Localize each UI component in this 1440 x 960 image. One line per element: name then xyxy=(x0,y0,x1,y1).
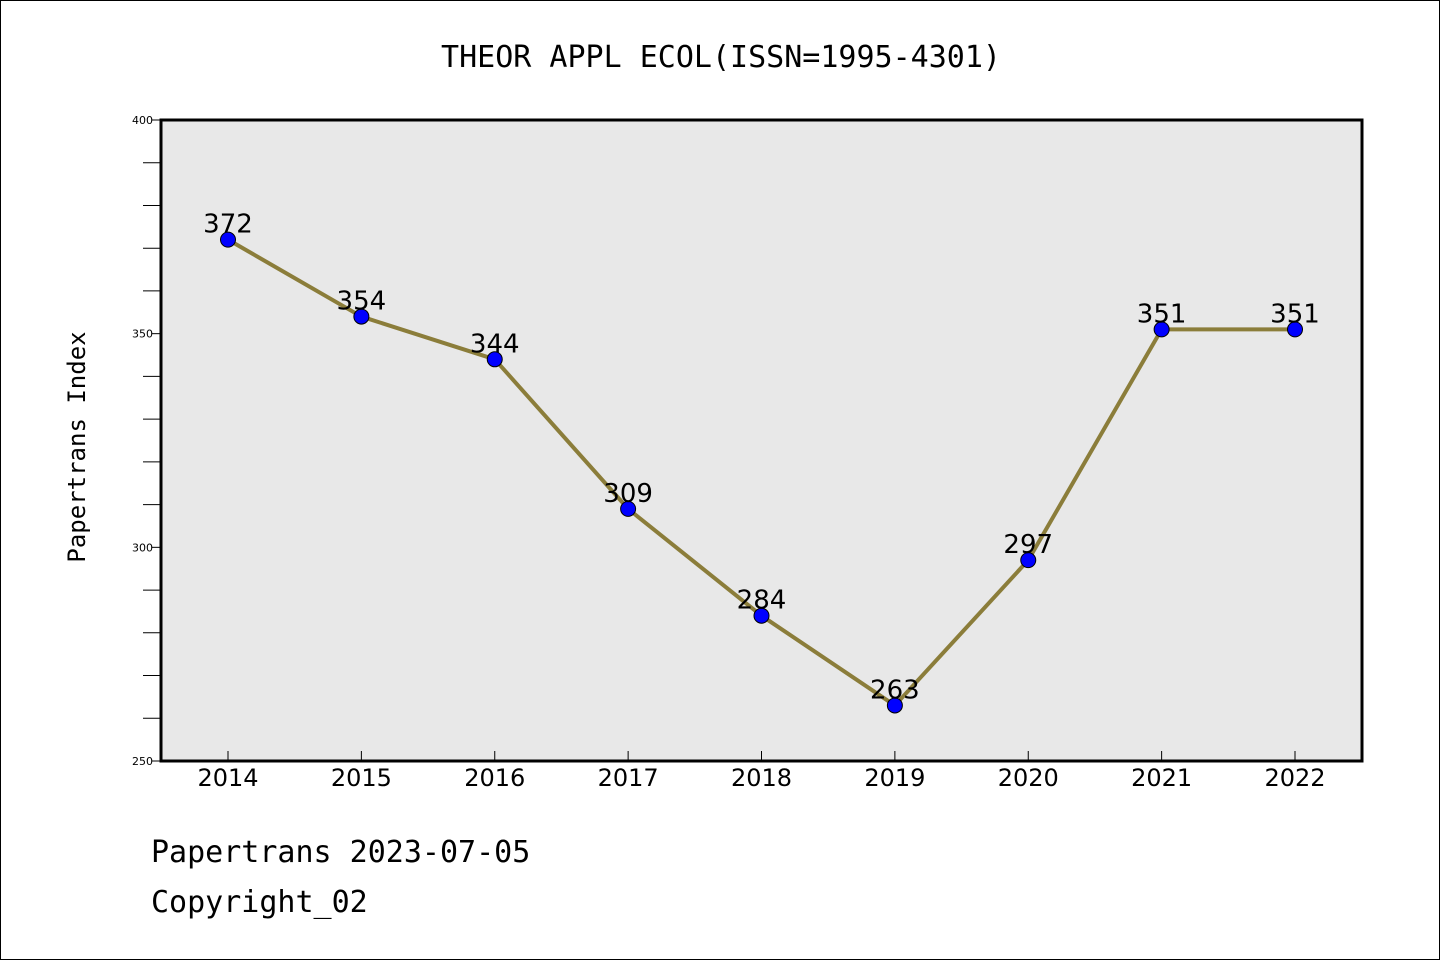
data-point xyxy=(886,697,903,714)
data-label: 354 xyxy=(337,287,387,317)
data-label: 344 xyxy=(470,329,520,359)
data-label: 297 xyxy=(1003,530,1053,560)
data-label: 351 xyxy=(1270,299,1320,329)
footer-date-line: Papertrans 2023-07-05 xyxy=(151,835,531,870)
data-point xyxy=(1153,321,1170,338)
data-point xyxy=(1020,552,1037,569)
x-tick-label: 2020 xyxy=(998,764,1059,792)
x-tick-label: 2016 xyxy=(464,764,525,792)
data-point xyxy=(620,500,637,517)
data-label: 284 xyxy=(737,586,787,616)
plot-area xyxy=(159,118,1364,763)
y-tick-label: 350 xyxy=(132,328,153,341)
x-tick-label: 2021 xyxy=(1131,764,1192,792)
footer-copyright-line: Copyright_02 xyxy=(151,885,368,920)
data-point xyxy=(486,351,503,368)
data-point xyxy=(353,308,370,325)
x-tick-label: 2015 xyxy=(331,764,392,792)
y-tick-label: 400 xyxy=(132,114,153,127)
data-label: 351 xyxy=(1137,299,1187,329)
y-tick-label: 300 xyxy=(132,541,153,554)
y-tick-label: 250 xyxy=(132,755,153,768)
x-tick-label: 2019 xyxy=(864,764,925,792)
y-axis-label: Papertrans Index xyxy=(63,331,91,562)
x-tick-label: 2022 xyxy=(1264,764,1325,792)
data-point xyxy=(753,607,770,624)
x-tick-label: 2014 xyxy=(197,764,258,792)
x-tick-label: 2018 xyxy=(731,764,792,792)
y-axis-ticks: 250 300 350 400 xyxy=(132,114,160,768)
x-tick-label: 2017 xyxy=(598,764,659,792)
data-label: 372 xyxy=(203,210,253,240)
chart-title: THEOR APPL ECOL(ISSN=1995-4301) xyxy=(441,40,1001,75)
x-axis-ticks: 2014 2015 2016 2017 2018 2019 2020 2021 2022 xyxy=(197,751,1326,792)
data-label: 309 xyxy=(603,479,653,509)
series-index xyxy=(220,231,1303,714)
data-label: 263 xyxy=(870,675,920,705)
data-point xyxy=(220,231,236,248)
data-labels: 372 354 344 309 284 263 297 351 351 xyxy=(203,210,1320,706)
data-point xyxy=(1287,321,1303,338)
